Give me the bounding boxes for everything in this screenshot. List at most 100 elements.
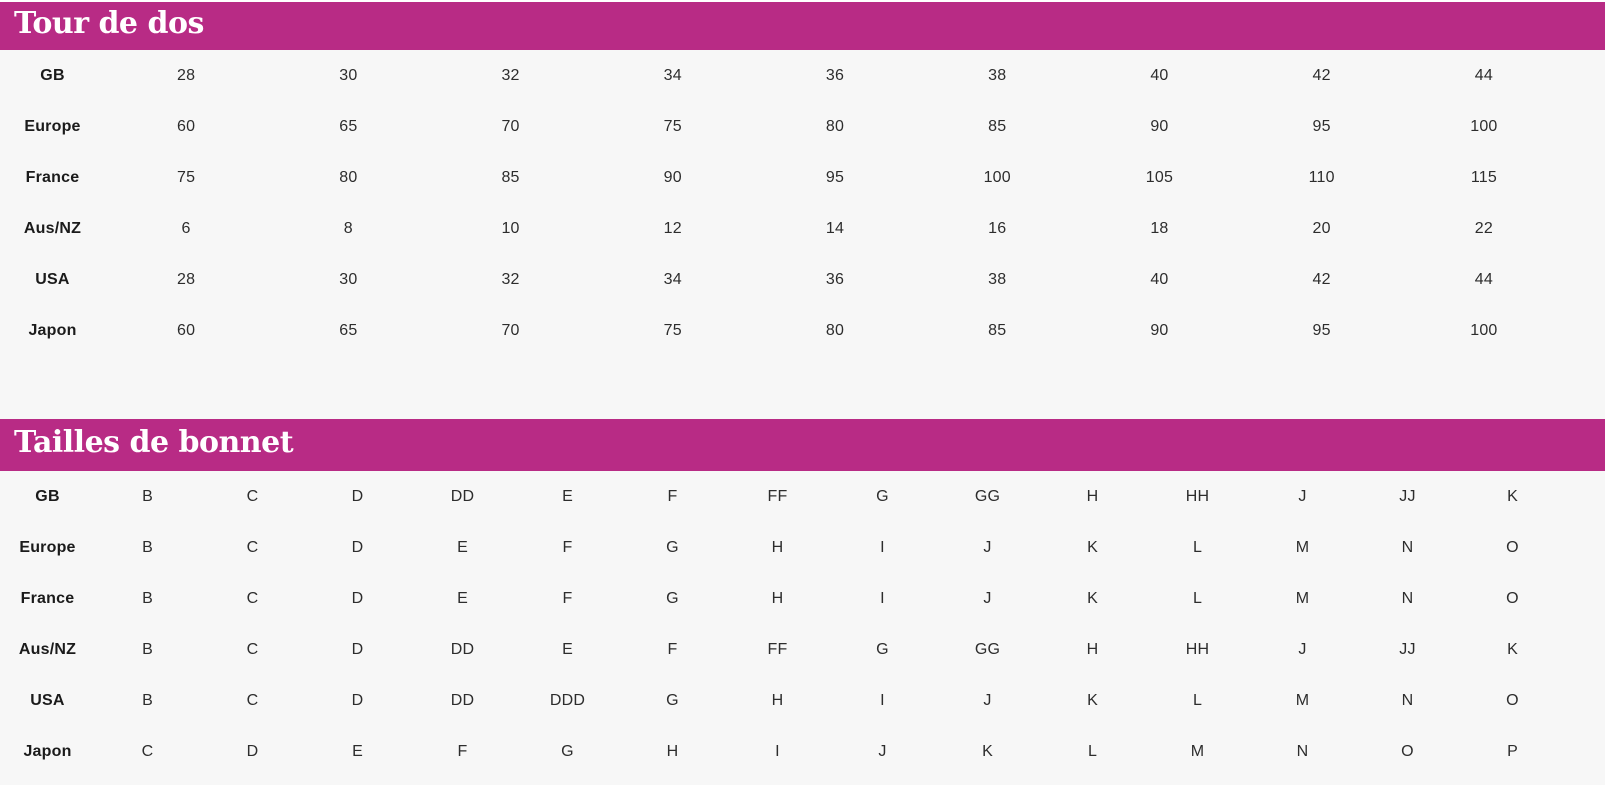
size-cell: JJ <box>1399 487 1416 505</box>
row-label: Aus/NZ <box>18 640 77 658</box>
size-cell: 18 <box>1150 219 1169 237</box>
size-cell: H <box>771 691 784 709</box>
size-cell: 44 <box>1474 270 1493 288</box>
size-cell: M <box>1295 589 1310 607</box>
size-cell: G <box>666 538 679 556</box>
size-cell: G <box>561 742 574 760</box>
size-cell: B <box>142 691 153 709</box>
size-cell: GG <box>974 487 1001 505</box>
size-cell: O <box>1401 742 1414 760</box>
size-cell: H <box>771 589 784 607</box>
size-cell: J <box>878 742 887 760</box>
size-cell: D <box>246 742 259 760</box>
row-label: France <box>25 168 80 186</box>
size-cell: 40 <box>1150 270 1169 288</box>
size-cell: G <box>876 640 889 658</box>
size-cell: B <box>142 538 153 556</box>
size-cell: J <box>983 589 992 607</box>
cup-size-header: Tailles de bonnet <box>0 419 1605 471</box>
row-label: France <box>20 589 75 607</box>
size-cell: 75 <box>663 321 682 339</box>
size-cell: 70 <box>501 321 520 339</box>
size-cell: N <box>1296 742 1309 760</box>
size-cell: 34 <box>663 270 682 288</box>
size-cell: F <box>562 589 573 607</box>
size-cell: 90 <box>1150 117 1169 135</box>
size-cell: M <box>1190 742 1205 760</box>
size-cell: 65 <box>339 321 358 339</box>
section-divider-gap <box>0 356 1605 419</box>
table-row: GB 28 30 32 34 36 38 40 42 44 <box>0 50 1565 101</box>
size-cell: F <box>667 640 678 658</box>
cup-size-section: Tailles de bonnet GB B C D DD E F FF G GG H HH J JJ K E… <box>0 419 1605 777</box>
size-cell: C <box>246 640 259 658</box>
size-cell: 100 <box>1470 321 1498 339</box>
size-cell: DD <box>450 691 475 709</box>
size-cell: 70 <box>501 117 520 135</box>
table-row: Aus/NZ B C D DD E F FF G GG H HH J JJ K <box>0 624 1565 675</box>
size-cell: C <box>246 691 259 709</box>
size-cell: 36 <box>825 270 845 288</box>
size-cell: 115 <box>1470 168 1497 186</box>
size-cell: I <box>775 742 780 760</box>
size-cell: 80 <box>339 168 358 186</box>
size-cell: 16 <box>988 219 1007 237</box>
size-cell: 30 <box>339 66 358 84</box>
size-cell: 40 <box>1150 66 1169 84</box>
size-cell: C <box>246 538 259 556</box>
size-cell: 110 <box>1308 168 1335 186</box>
size-cell: B <box>142 640 153 658</box>
table-row: Japon C D E F G H I J K L M N O P <box>0 726 1565 777</box>
table-row: Europe B C D E F G H I J K L M N O <box>0 522 1565 573</box>
back-size-section: Tour de dos GB 28 30 32 34 36 38 40 42 44 Europe 60… <box>0 2 1605 356</box>
size-cell: 100 <box>983 168 1011 186</box>
size-cell: 30 <box>339 270 358 288</box>
size-cell: 75 <box>663 117 682 135</box>
size-cell: L <box>1192 589 1203 607</box>
size-cell: HH <box>1185 487 1210 505</box>
size-cell: 95 <box>1312 321 1331 339</box>
size-cell: 14 <box>825 219 845 237</box>
row-label: USA <box>30 691 65 709</box>
size-cell: H <box>666 742 679 760</box>
size-cell: 60 <box>177 321 196 339</box>
size-cell: C <box>246 487 259 505</box>
size-cell: FF <box>767 487 788 505</box>
size-cell: 12 <box>663 219 682 237</box>
size-cell: M <box>1295 691 1310 709</box>
size-cell: K <box>1507 640 1518 658</box>
row-label: GB <box>35 487 60 505</box>
size-cell: 85 <box>988 321 1007 339</box>
size-cell: 36 <box>825 66 845 84</box>
row-label: Japon <box>28 321 77 339</box>
size-cell: F <box>562 538 573 556</box>
size-cell: J <box>1298 640 1307 658</box>
size-cell: I <box>880 538 885 556</box>
size-cell: 44 <box>1474 66 1493 84</box>
size-cell: 32 <box>501 66 520 84</box>
row-label: Europe <box>19 538 76 556</box>
cup-size-title: Tailles de bonnet <box>14 425 294 460</box>
size-cell: K <box>982 742 993 760</box>
size-cell: G <box>666 589 679 607</box>
size-cell: E <box>562 487 573 505</box>
size-cell: 38 <box>988 66 1007 84</box>
size-cell: K <box>1087 691 1098 709</box>
size-cell: 42 <box>1312 66 1331 84</box>
size-cell: O <box>1506 691 1519 709</box>
table-row: GB B C D DD E F FF G GG H HH J JJ K <box>0 471 1565 522</box>
size-cell: 80 <box>825 321 845 339</box>
size-cell: JJ <box>1399 640 1416 658</box>
size-cell: FF <box>767 640 788 658</box>
size-cell: N <box>1401 589 1414 607</box>
size-cell: DD <box>450 640 475 658</box>
size-cell: B <box>142 487 153 505</box>
size-cell: K <box>1087 538 1098 556</box>
size-cell: E <box>352 742 363 760</box>
back-size-title: Tour de dos <box>14 6 204 41</box>
size-cell: L <box>1087 742 1098 760</box>
size-cell: 20 <box>1312 219 1331 237</box>
size-cell: G <box>666 691 679 709</box>
size-cell: 65 <box>339 117 358 135</box>
